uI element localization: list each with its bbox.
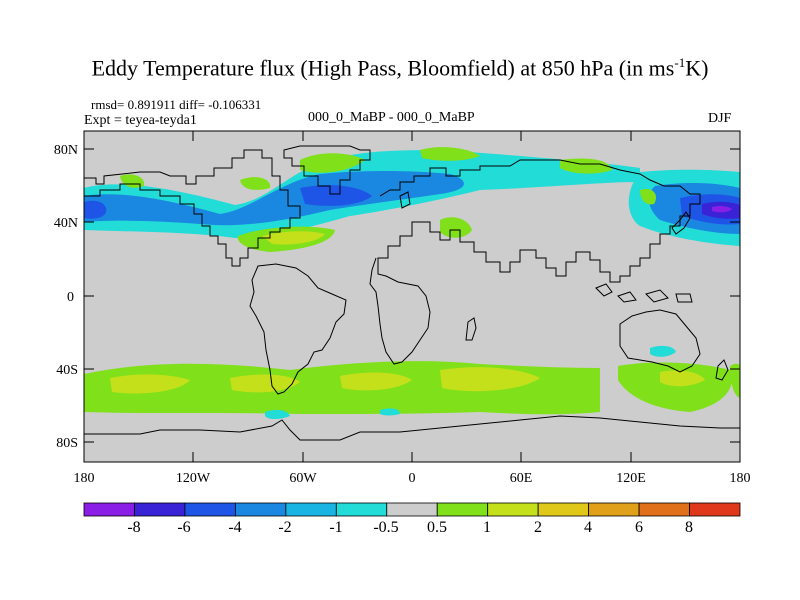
sh-negative-patch-atl [380,408,400,416]
colorbar-swatch [386,502,438,517]
sh-positive-band-core2 [230,374,300,393]
coast-eurasia-africa [369,159,701,365]
colorbar-label: 8 [685,519,693,536]
colorbar-swatch [83,502,135,517]
colorbar-swatch [487,502,539,517]
colorbar-swatch [335,502,388,517]
nh-positive-patch-asia [640,188,657,205]
coast-australia [619,309,701,373]
lat-tick-label: 40S [56,363,78,378]
colorbar-labels: -8 -6 -4 -2 -1 -0.5 0.5 1 2 4 6 8 [127,519,693,536]
chart-title: Eddy Temperature flux (High Pass, Bloomf… [91,55,709,81]
colorbar-label: 4 [584,519,592,536]
sh-positive-patch-pacific-core [660,370,705,387]
lon-tick-label: 0 [409,471,416,486]
colorbar-swatch [234,502,287,517]
colorbar-label: -4 [228,519,241,536]
coast-antarctica [84,415,740,441]
colorbar-label: -6 [177,519,190,536]
period-comparison-label: 000_0_MaBP - 000_0_MaBP [308,110,475,125]
stats-label: rmsd= 0.891911 diff= -0.106331 [91,97,262,112]
colorbar [83,502,741,517]
nh-positive-patch-west [120,174,145,188]
lon-tick-label: 180 [74,471,95,486]
colorbar-swatch [588,502,640,517]
sh-positive-patch-pacific [618,362,732,412]
colorbar-label: -8 [127,519,140,536]
colorbar-swatch [436,502,489,517]
experiment-label: Expt = teyea-teyda1 [84,113,197,128]
coast-new-zealand [715,359,729,381]
nh-storm-track-blue [84,171,464,226]
pacific-storm-track-max [712,205,732,213]
nh-positive-patch-canada [240,177,271,190]
sh-positive-patch-east [730,363,740,398]
colorbar-swatch [689,502,741,517]
lon-tick-label: 180 [730,471,751,486]
coast-uk [399,191,411,209]
colorbar-swatch [537,502,590,517]
lon-tick-label: 60W [289,471,317,486]
nh-positive-patch-arctic [300,153,365,173]
lon-tick-label: 120W [176,471,211,486]
nh-positive-patch-atl-core [262,231,325,245]
colorbar-swatch [285,502,337,517]
sh-positive-band-core3 [340,372,412,391]
lon-tick-label: 120E [616,471,646,486]
coast-greenland [283,145,371,195]
colorbar-swatch [638,502,690,517]
sh-negative-patch-sam [265,409,290,419]
sh-negative-patch-aus [650,345,676,357]
coast-south-america [249,263,347,395]
nh-positive-patch-med [440,217,472,238]
nh-storm-track-dark-atl [300,185,372,206]
colorbar-label: -0.5 [373,519,398,536]
colorbar-label: 0.5 [427,519,447,536]
colorbar-swatch [184,502,236,517]
y-ticks [84,148,740,443]
nh-storm-track-dark [84,200,107,219]
colorbar-label: 6 [635,519,643,536]
colorbar-label: -2 [278,519,291,536]
coast-indonesia [595,283,693,303]
sh-positive-band-core4 [440,367,540,392]
lon-tick-label: 60E [510,471,533,486]
y-tick-labels: 80N 40N 0 40S 80S [54,143,78,451]
sh-positive-band-core1 [110,374,190,394]
colorbar-swatch [134,502,186,517]
coast-north-america [84,149,301,267]
colorbar-label: -1 [329,519,342,536]
x-ticks [83,131,741,462]
lat-tick-label: 80S [56,436,78,451]
lat-tick-label: 0 [67,290,74,305]
coastlines [84,145,740,441]
coast-madagascar [465,317,477,341]
season-label: DJF [708,111,732,126]
colorbar-label: 1 [483,519,491,536]
lat-tick-label: 40N [54,216,78,231]
coast-japan [671,211,691,235]
x-tick-labels: 180 120W 60W 0 60E 120E 180 [74,471,751,486]
colorbar-label: 2 [534,519,542,536]
nh-positive-patch-europe [420,147,480,161]
lat-tick-label: 80N [54,143,78,158]
